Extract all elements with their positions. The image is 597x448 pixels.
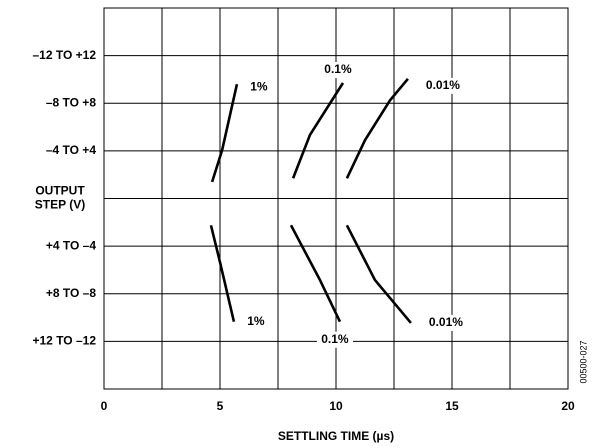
curve-label: 0.01%: [426, 78, 460, 92]
curve: [209, 224, 236, 323]
y-tick-label: +8 TO –8: [46, 286, 96, 300]
x-tick-label: 10: [329, 399, 343, 413]
y-tick-label: –4 TO +4: [46, 143, 96, 157]
x-tick-label: 5: [217, 399, 224, 413]
x-tick-label: 20: [561, 399, 575, 413]
curve: [345, 224, 412, 324]
label-background: [240, 79, 277, 96]
x-tick-label: 15: [445, 399, 459, 413]
y-tick-label: OUTPUT STEP (V): [35, 184, 86, 212]
label-background: [237, 313, 274, 330]
curve-label: 1%: [250, 79, 268, 93]
curve: [210, 83, 239, 183]
curve-label: 0.1%: [321, 332, 349, 346]
label-background: [319, 62, 356, 79]
curve-label: 0.1%: [324, 62, 352, 76]
figure-id: 00500-027: [578, 340, 588, 383]
curve: [289, 224, 342, 323]
curve-label: 0.01%: [429, 315, 463, 329]
label-background: [316, 331, 353, 348]
y-tick-label: –8 TO +8: [46, 95, 96, 109]
curve-label: 1%: [247, 314, 265, 328]
x-axis-label: SETTLING TIME (µs): [278, 429, 394, 443]
x-tick-label: 0: [101, 399, 108, 413]
curve: [345, 78, 409, 179]
y-tick-label: –12 TO +12: [33, 48, 97, 62]
curve: [291, 82, 345, 179]
label-background: [427, 314, 464, 331]
label-background: [424, 77, 461, 94]
y-tick-label: +4 TO –4: [46, 238, 96, 252]
y-tick-label: +12 TO –12: [33, 334, 97, 348]
